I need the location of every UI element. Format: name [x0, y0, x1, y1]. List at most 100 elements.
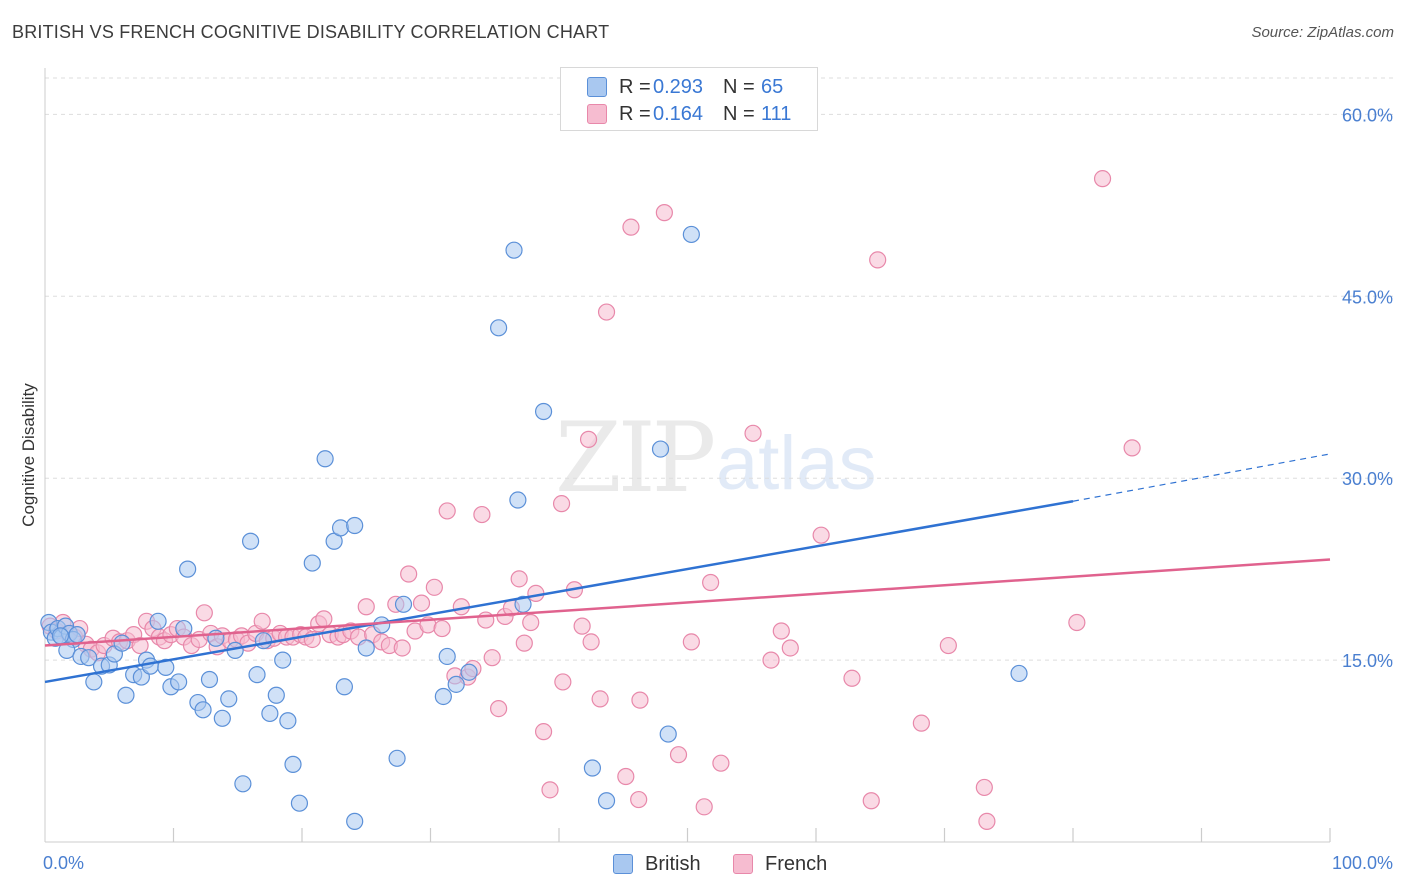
- bottom-legend-british: British: [613, 851, 701, 877]
- french-point: [552, 495, 571, 513]
- y-tick-label: 15.0%: [1342, 651, 1393, 671]
- french-point: [534, 723, 553, 741]
- british-point: [170, 673, 188, 691]
- british-point: [357, 639, 375, 657]
- french-point: [781, 639, 799, 657]
- british-point: [534, 402, 553, 421]
- french-trend-line: [44, 558, 1331, 647]
- y-tick-label: 30.0%: [1342, 469, 1393, 489]
- y-tick-label: 60.0%: [1342, 105, 1393, 125]
- legend-r-value: 0.164: [653, 102, 704, 125]
- british-point: [242, 532, 260, 550]
- legend-row-british: R = 0.293 N = 65: [587, 74, 783, 100]
- british-point: [157, 658, 175, 676]
- french-point: [744, 424, 762, 442]
- british-point: [438, 647, 456, 666]
- british-point: [85, 673, 103, 691]
- data-points: [40, 170, 1141, 830]
- french-point: [515, 634, 533, 652]
- french-point: [1068, 613, 1086, 632]
- french-point: [762, 651, 780, 669]
- british-point: [509, 491, 527, 509]
- french-point: [400, 565, 418, 583]
- british-point: [141, 657, 159, 675]
- british-point: [213, 709, 231, 727]
- british-point: [346, 516, 364, 535]
- british-point: [316, 450, 334, 468]
- british-point: [597, 792, 616, 810]
- french-point: [1123, 439, 1141, 457]
- british-point: [460, 663, 478, 681]
- axes: [44, 68, 1331, 843]
- british-point: [179, 560, 197, 578]
- french-point: [582, 633, 600, 651]
- bottom-legend-french: French: [733, 851, 827, 877]
- british-point: [583, 759, 602, 777]
- british-point: [490, 319, 508, 337]
- british-point: [284, 755, 302, 773]
- legend-r-value: 0.293: [653, 75, 704, 98]
- french-point: [357, 598, 375, 616]
- y-tick-label: 45.0%: [1342, 287, 1393, 307]
- watermark-atlas: atlas: [716, 421, 877, 506]
- french-swatch: [733, 854, 753, 874]
- french-point: [702, 573, 720, 592]
- french-point: [912, 714, 930, 732]
- y-axis-title: Cognitive Disability: [19, 383, 38, 527]
- watermark-zip: ZIP: [555, 402, 716, 514]
- british-point: [388, 749, 406, 767]
- french-point: [695, 798, 713, 816]
- french-point: [522, 613, 540, 632]
- british-point: [267, 686, 285, 704]
- british-point: [58, 641, 76, 659]
- british-point: [394, 595, 413, 613]
- legend-n-label: N =: [723, 75, 755, 98]
- british-point: [651, 440, 670, 458]
- french-point: [315, 610, 333, 628]
- french-point: [978, 812, 996, 830]
- french-point: [862, 792, 880, 810]
- french-point: [131, 636, 149, 655]
- british-point: [194, 701, 212, 719]
- british-trend-line: [44, 500, 1074, 684]
- french-point: [669, 746, 688, 764]
- bottom-legend-french-label: French: [765, 852, 828, 875]
- british-point: [261, 704, 279, 723]
- british-point: [254, 632, 273, 650]
- french-point: [473, 505, 491, 524]
- british-point: [447, 675, 465, 693]
- french-point: [579, 430, 598, 448]
- legend-n-label: N =: [723, 102, 755, 125]
- french-point: [393, 639, 411, 657]
- british-point: [113, 634, 131, 652]
- british-point: [220, 690, 238, 708]
- british-point: [1010, 664, 1028, 683]
- french-point: [869, 251, 887, 269]
- legend-r-label: R =: [619, 75, 651, 98]
- legend-row-french: R = 0.164 N = 111: [587, 101, 791, 127]
- british-point: [682, 225, 700, 244]
- legend-r-label: R =: [619, 102, 651, 125]
- legend: R = 0.293 N = 65 R = 0.164 N = 111: [560, 67, 818, 131]
- french-point: [682, 633, 700, 651]
- french-point: [425, 578, 443, 596]
- x-tick-label-min: 0.0%: [43, 853, 84, 873]
- british-point: [303, 554, 321, 572]
- british-point: [659, 725, 677, 743]
- legend-n-value: 111: [761, 102, 792, 125]
- french-point: [617, 767, 635, 786]
- chart-title: BRITISH VS FRENCH COGNITIVE DISABILITY C…: [12, 22, 610, 42]
- french-point: [843, 669, 861, 687]
- british-point: [331, 519, 350, 537]
- french-point: [253, 612, 271, 630]
- british-swatch: [613, 854, 633, 874]
- french-point: [554, 673, 572, 691]
- french-point: [573, 617, 591, 635]
- french-point: [812, 526, 830, 544]
- bottom-legend-british-label: British: [645, 852, 701, 875]
- british-point: [80, 649, 98, 667]
- french-point: [541, 781, 559, 799]
- british-point: [335, 678, 354, 696]
- french-point: [597, 303, 616, 321]
